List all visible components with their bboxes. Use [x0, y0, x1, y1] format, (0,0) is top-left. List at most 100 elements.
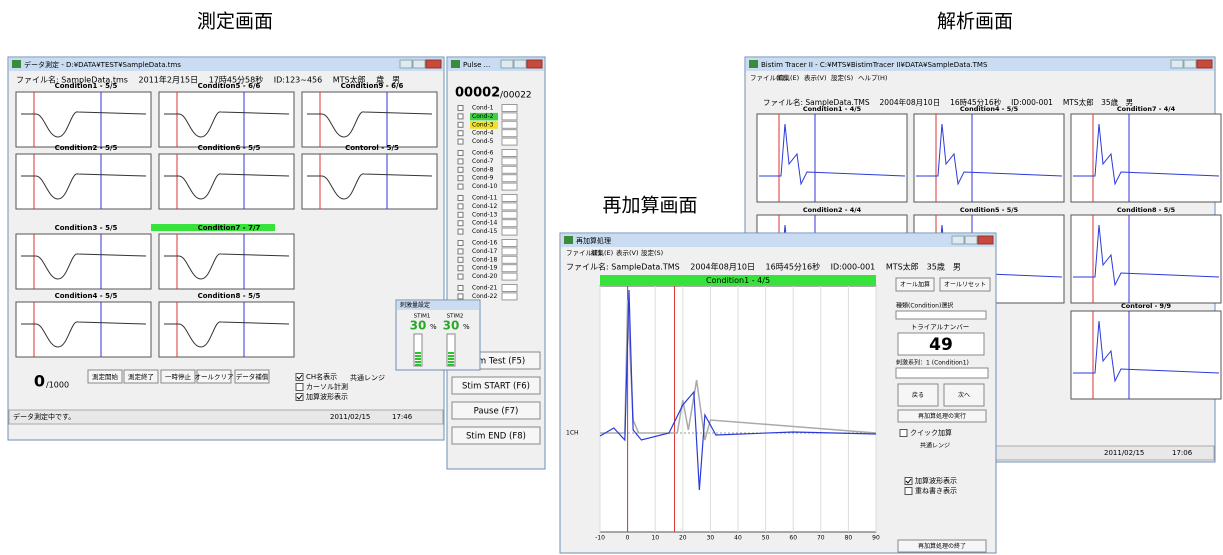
cond-label[interactable]: Cond-4 — [472, 130, 494, 137]
cond-label[interactable]: Cond-12 — [472, 203, 497, 210]
checkbox-label[interactable]: クイック加算 — [910, 428, 952, 437]
checkbox[interactable] — [899, 429, 908, 437]
menu-item[interactable]: 表示(V) — [804, 73, 827, 82]
radio[interactable] — [457, 121, 464, 128]
button-label[interactable]: Pause (F7) — [474, 407, 519, 417]
button[interactable] — [897, 409, 987, 423]
radio[interactable] — [457, 138, 464, 145]
cond-label[interactable]: Cond-19 — [472, 265, 497, 272]
button[interactable] — [234, 369, 270, 384]
button-label[interactable]: 戻る — [912, 391, 924, 399]
button[interactable] — [160, 369, 196, 384]
radio[interactable] — [457, 265, 464, 272]
checkbox[interactable] — [904, 487, 913, 495]
button-label[interactable]: 測定開始 — [92, 372, 119, 381]
cond-label[interactable]: Cond-2 — [472, 113, 494, 120]
radio[interactable] — [457, 285, 464, 291]
menu-item[interactable]: ファイル(F) — [566, 249, 601, 257]
button[interactable] — [943, 383, 985, 407]
button-label[interactable]: Stim END (F8) — [466, 432, 526, 442]
radio[interactable] — [457, 130, 464, 137]
radio[interactable] — [457, 248, 464, 255]
checkbox[interactable] — [295, 373, 304, 381]
cond-label[interactable]: Cond-3 — [472, 121, 494, 128]
cond-label[interactable]: Cond-5 — [472, 138, 494, 145]
button[interactable] — [895, 277, 935, 292]
radio[interactable] — [457, 183, 464, 190]
button[interactable] — [897, 539, 987, 553]
button-label[interactable]: Stim Test (F5) — [467, 357, 525, 367]
radio[interactable] — [457, 113, 464, 120]
button-label[interactable]: 測定終了 — [128, 372, 154, 381]
cond-label[interactable]: Cond-13 — [472, 211, 497, 218]
menu-item[interactable]: 表示(V) — [616, 248, 639, 257]
button-label[interactable]: オール加算 — [900, 281, 930, 289]
checkbox[interactable] — [295, 383, 304, 391]
button[interactable] — [87, 369, 123, 384]
cond-label[interactable]: Cond-20 — [472, 273, 497, 280]
checkbox[interactable] — [904, 477, 913, 485]
button-label[interactable]: 次へ — [958, 391, 970, 399]
radio[interactable] — [457, 105, 464, 111]
button[interactable] — [451, 376, 541, 395]
radio[interactable] — [457, 293, 464, 300]
maximize-button[interactable] — [964, 235, 978, 245]
checkbox[interactable] — [295, 393, 304, 401]
radio[interactable] — [457, 211, 464, 218]
cond-label[interactable]: Cond-6 — [472, 150, 494, 157]
menu-item[interactable]: ファイル(F) — [750, 74, 785, 82]
close-button[interactable] — [526, 59, 543, 69]
button[interactable] — [939, 277, 991, 292]
radio[interactable] — [457, 150, 464, 156]
button[interactable] — [196, 369, 232, 384]
radio[interactable] — [457, 256, 464, 263]
cond-label[interactable]: Cond-16 — [472, 240, 497, 247]
cond-label[interactable]: Cond-15 — [472, 228, 497, 235]
cond-label[interactable]: Cond-21 — [472, 285, 497, 292]
button[interactable] — [451, 401, 541, 420]
close-button[interactable] — [1196, 59, 1213, 69]
menu-item[interactable]: 設定(S) — [641, 248, 663, 257]
close-button[interactable] — [425, 59, 442, 69]
radio[interactable] — [457, 203, 464, 210]
checkbox-label[interactable]: CH名表示 — [306, 372, 337, 381]
button[interactable] — [451, 426, 541, 445]
minimize-button[interactable] — [500, 59, 514, 69]
checkbox-label[interactable]: 加算波形表示 — [306, 392, 348, 401]
button-label[interactable]: 再加算処理の実行 — [918, 412, 966, 420]
radio[interactable] — [457, 240, 464, 246]
cond-label[interactable]: Cond-10 — [472, 183, 497, 190]
cond-label[interactable]: Cond-9 — [472, 175, 494, 182]
radio[interactable] — [457, 220, 464, 227]
close-button[interactable] — [977, 235, 994, 245]
radio[interactable] — [457, 158, 464, 165]
cond-label[interactable]: Cond-18 — [472, 256, 497, 263]
button-label[interactable]: データ補償 — [236, 372, 269, 381]
radio[interactable] — [457, 273, 464, 280]
button[interactable] — [897, 383, 939, 407]
cond-label[interactable]: Cond-17 — [472, 248, 497, 255]
radio[interactable] — [457, 195, 464, 201]
minimize-button[interactable] — [951, 235, 965, 245]
dropdown[interactable] — [895, 310, 987, 320]
button-label[interactable]: 一時停止 — [165, 372, 192, 381]
checkbox-label[interactable]: 重ね書き表示 — [915, 486, 957, 495]
menu-item[interactable]: 編集(E) — [777, 73, 799, 82]
button-label[interactable]: 再加算処理の終了 — [918, 542, 966, 550]
maximize-button[interactable] — [412, 59, 426, 69]
cond-label[interactable]: Cond-22 — [472, 293, 497, 300]
cond-label[interactable]: Cond-11 — [472, 195, 497, 202]
maximize-button[interactable] — [513, 59, 527, 69]
menu-item[interactable]: 編集(E) — [591, 248, 613, 257]
cond-label[interactable]: Cond-14 — [472, 220, 497, 227]
radio[interactable] — [457, 166, 464, 173]
radio[interactable] — [457, 175, 464, 182]
button[interactable] — [123, 369, 159, 384]
radio[interactable] — [457, 228, 464, 235]
menu-item[interactable]: ヘルプ(H) — [858, 74, 887, 82]
minimize-button[interactable] — [399, 59, 413, 69]
checkbox-label[interactable]: カーソル計測 — [306, 382, 348, 391]
checkbox-label[interactable]: 加算波形表示 — [915, 476, 957, 485]
cond-label[interactable]: Cond-8 — [472, 166, 494, 173]
menu-item[interactable]: 設定(S) — [831, 73, 853, 82]
